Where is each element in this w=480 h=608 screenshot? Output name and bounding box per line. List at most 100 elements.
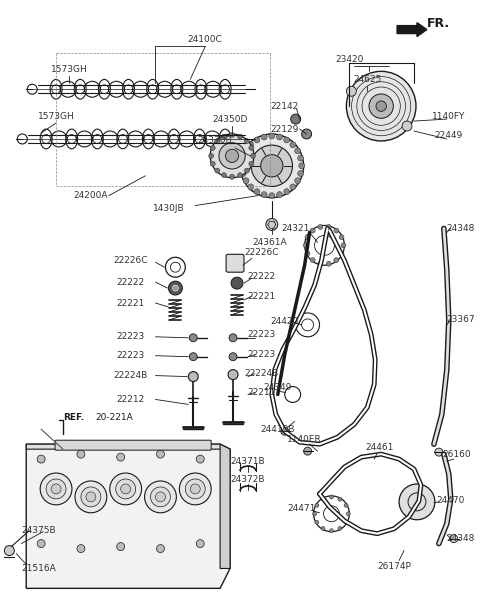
Circle shape xyxy=(339,251,344,256)
Text: FR.: FR. xyxy=(427,17,450,30)
Circle shape xyxy=(284,137,290,143)
Circle shape xyxy=(298,155,304,161)
Text: 22223: 22223 xyxy=(248,330,276,339)
Text: 21516A: 21516A xyxy=(21,564,56,573)
Circle shape xyxy=(326,261,331,266)
Circle shape xyxy=(222,173,227,178)
Circle shape xyxy=(185,479,205,499)
Polygon shape xyxy=(26,444,230,589)
Circle shape xyxy=(188,371,198,382)
Circle shape xyxy=(156,545,165,553)
Circle shape xyxy=(266,218,278,230)
Circle shape xyxy=(334,258,339,263)
Circle shape xyxy=(299,163,305,169)
Circle shape xyxy=(347,71,416,141)
Text: 24410B: 24410B xyxy=(261,425,295,434)
Circle shape xyxy=(347,512,350,516)
Circle shape xyxy=(290,142,296,148)
Circle shape xyxy=(190,484,200,494)
Circle shape xyxy=(261,154,283,177)
Circle shape xyxy=(326,224,331,229)
Text: 22211: 22211 xyxy=(248,388,276,397)
Circle shape xyxy=(240,134,304,198)
Text: 22226C: 22226C xyxy=(245,248,279,257)
Circle shape xyxy=(315,520,319,524)
Text: 24371B: 24371B xyxy=(231,457,265,466)
Text: 24348: 24348 xyxy=(446,534,475,543)
Text: 1430JB: 1430JB xyxy=(153,204,184,213)
Circle shape xyxy=(248,142,254,148)
Circle shape xyxy=(40,473,72,505)
Text: REF.: REF. xyxy=(63,413,84,422)
Circle shape xyxy=(310,258,315,263)
Circle shape xyxy=(347,86,356,96)
Circle shape xyxy=(291,114,300,124)
Circle shape xyxy=(4,545,14,556)
Text: 22129: 22129 xyxy=(271,125,299,134)
Circle shape xyxy=(249,145,254,150)
Text: 20-221A: 20-221A xyxy=(96,413,133,422)
Circle shape xyxy=(37,455,45,463)
Circle shape xyxy=(240,155,246,161)
Circle shape xyxy=(77,545,85,553)
Circle shape xyxy=(120,484,131,494)
Circle shape xyxy=(254,137,260,143)
Text: 22223: 22223 xyxy=(117,351,145,360)
Circle shape xyxy=(210,134,254,178)
Text: 22222: 22222 xyxy=(117,278,144,286)
Text: 22142: 22142 xyxy=(271,102,299,111)
Circle shape xyxy=(248,184,254,190)
Circle shape xyxy=(281,427,288,435)
Circle shape xyxy=(156,450,165,458)
Circle shape xyxy=(229,133,235,137)
Circle shape xyxy=(209,153,214,158)
Text: 24471: 24471 xyxy=(288,504,316,513)
Text: 1573GH: 1573GH xyxy=(38,112,74,120)
Circle shape xyxy=(244,139,249,143)
Circle shape xyxy=(301,129,312,139)
Circle shape xyxy=(46,479,66,499)
Circle shape xyxy=(318,261,323,266)
Text: 1140ER: 1140ER xyxy=(287,435,322,444)
Circle shape xyxy=(261,192,267,198)
Text: 22223: 22223 xyxy=(248,350,276,359)
Text: 24321: 24321 xyxy=(281,224,310,233)
Circle shape xyxy=(156,492,166,502)
Text: 24200A: 24200A xyxy=(73,191,108,200)
Circle shape xyxy=(238,173,242,178)
Circle shape xyxy=(117,542,125,551)
Text: 1140FY: 1140FY xyxy=(432,112,466,120)
Circle shape xyxy=(172,285,179,291)
Circle shape xyxy=(110,473,142,505)
Circle shape xyxy=(168,281,182,295)
Text: 24370B: 24370B xyxy=(198,136,232,145)
Circle shape xyxy=(231,277,243,289)
Text: 1573GH: 1573GH xyxy=(50,65,87,74)
Text: 24361A: 24361A xyxy=(252,238,287,247)
Text: 24420: 24420 xyxy=(271,317,299,326)
Circle shape xyxy=(37,540,45,548)
Circle shape xyxy=(303,243,308,248)
Circle shape xyxy=(210,145,215,150)
Text: 24372B: 24372B xyxy=(231,475,265,485)
Circle shape xyxy=(244,168,249,173)
Text: 22221: 22221 xyxy=(248,292,276,300)
Text: 24375B: 24375B xyxy=(21,526,56,535)
Circle shape xyxy=(196,455,204,463)
Circle shape xyxy=(243,148,249,154)
Text: 22222: 22222 xyxy=(248,272,276,281)
Circle shape xyxy=(86,492,96,502)
Circle shape xyxy=(239,163,245,169)
Circle shape xyxy=(77,450,85,458)
Circle shape xyxy=(339,235,344,240)
Circle shape xyxy=(261,134,267,140)
Circle shape xyxy=(298,170,304,176)
Circle shape xyxy=(315,503,319,507)
Circle shape xyxy=(117,453,125,461)
Text: 22223: 22223 xyxy=(117,333,145,341)
Text: 22224B: 22224B xyxy=(113,371,148,380)
Text: 24348: 24348 xyxy=(446,224,475,233)
Text: 22449: 22449 xyxy=(435,131,463,140)
Circle shape xyxy=(229,334,237,342)
Circle shape xyxy=(341,243,346,248)
